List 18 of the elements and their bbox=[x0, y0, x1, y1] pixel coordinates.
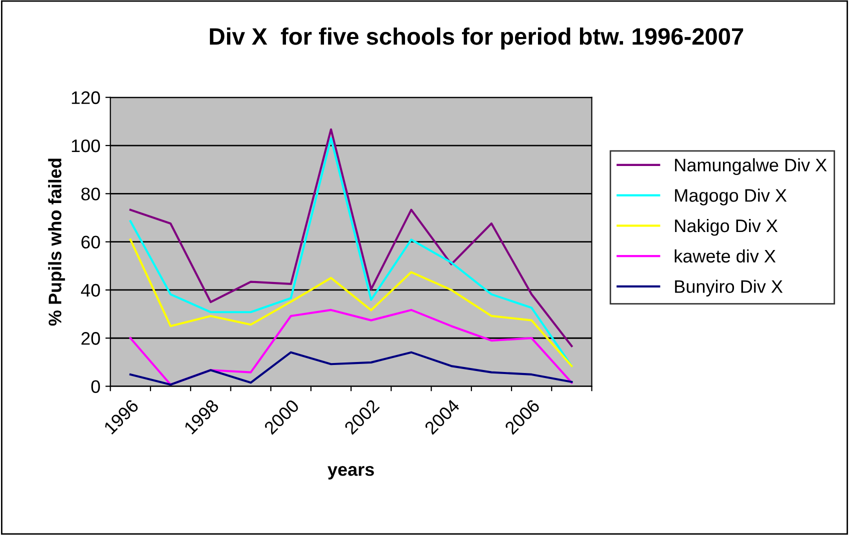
y-tick-label: 120 bbox=[72, 91, 100, 104]
y-tick-label: 40 bbox=[80, 284, 100, 297]
legend-label: Nakigo Div X bbox=[675, 218, 778, 236]
y-tick-label: 20 bbox=[81, 332, 100, 345]
line-series bbox=[129, 308, 573, 386]
y-tick-label: 0 bbox=[91, 380, 100, 393]
x-axis-title: years bbox=[328, 466, 374, 480]
legend-label: Magogo Div X bbox=[675, 188, 787, 206]
legend-label: kawete div X bbox=[674, 249, 776, 263]
y-tick-label: 100 bbox=[72, 139, 100, 152]
line-series bbox=[129, 351, 573, 386]
legend-label: Bunyiro Div X bbox=[675, 280, 783, 297]
y-tick-label: 80 bbox=[81, 188, 100, 200]
chart-title: Div X for five schools for period btw. 1996-2007 bbox=[210, 27, 744, 50]
y-axis-title: % Pupils who failed bbox=[48, 158, 65, 326]
y-tick-label: 60 bbox=[81, 236, 100, 249]
legend-label: Namungalwe Div X bbox=[675, 158, 827, 176]
line-series bbox=[129, 238, 573, 368]
